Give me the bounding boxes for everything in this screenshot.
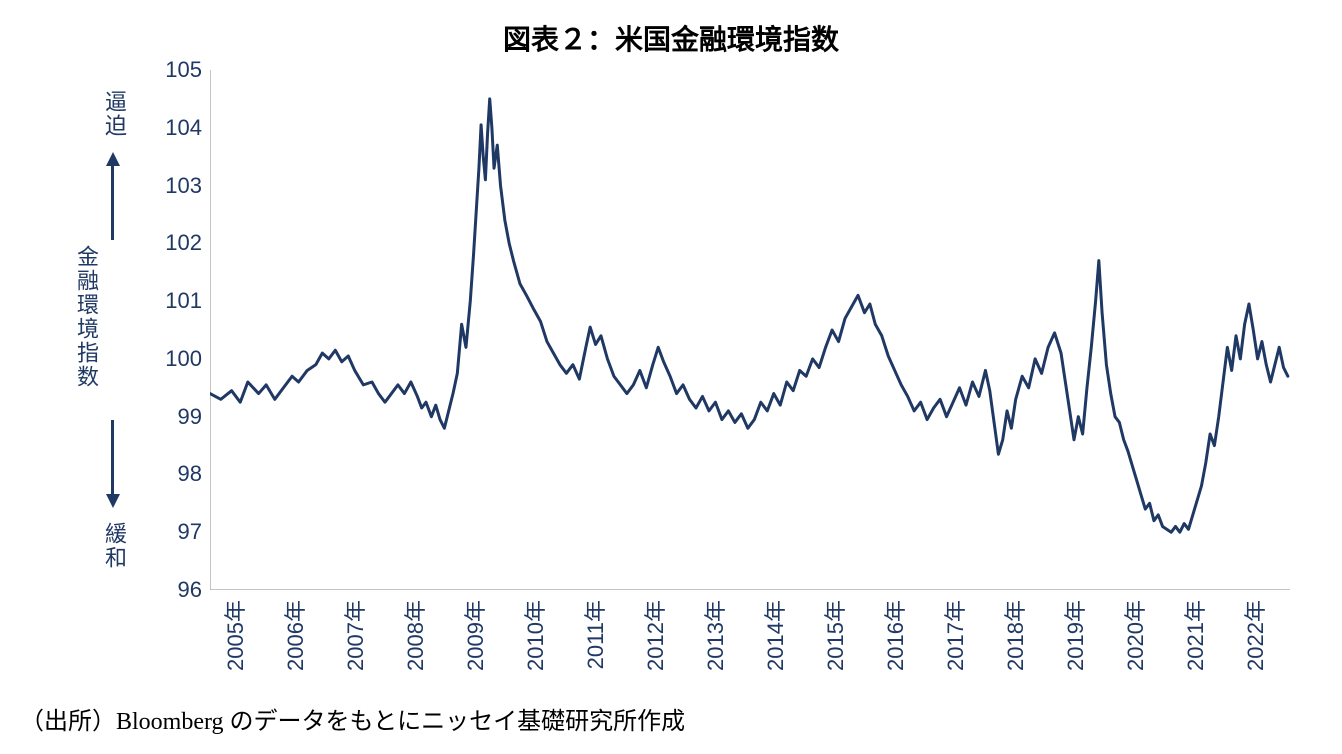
y-tick-label: 105 (142, 57, 202, 83)
y-tick-label: 102 (142, 230, 202, 256)
y-tick-label: 99 (142, 404, 202, 430)
x-tick-label: 2008年 (398, 600, 430, 671)
x-tick-label: 2012年 (638, 600, 670, 671)
arrow-up-icon (106, 152, 120, 166)
data-line (210, 99, 1288, 532)
y-tick-label: 103 (142, 173, 202, 199)
y-tick-label: 100 (142, 346, 202, 372)
y-axis-label-tight: 逼迫 (98, 90, 130, 138)
y-tick-label: 101 (142, 288, 202, 314)
arrow-down-line (111, 420, 114, 495)
x-tick-label: 2011年 (578, 600, 610, 669)
y-tick-label: 104 (142, 115, 202, 141)
chart-container: 図表２：米国金融環境指数 逼迫 金融環境指数 緩和 96 97 98 99 100 101… (0, 0, 1342, 754)
arrow-down-icon (106, 494, 120, 508)
x-tick-label: 2014年 (758, 600, 790, 671)
y-axis-label-ease: 緩和 (98, 522, 130, 570)
x-tick-label: 2006年 (278, 600, 310, 671)
x-tick-label: 2022年 (1238, 600, 1270, 671)
x-tick-label: 2019年 (1058, 600, 1090, 671)
source-text: （出所）Bloomberg のデータをもとにニッセイ基礎研究所作成 (20, 701, 685, 736)
x-tick-label: 2018年 (998, 600, 1030, 671)
arrow-up-line (111, 165, 114, 240)
x-tick-label: 2007年 (338, 600, 370, 671)
y-tick-label: 98 (142, 461, 202, 487)
y-tick-label: 96 (142, 577, 202, 603)
x-tick-label: 2005年 (218, 600, 250, 671)
y-tick-label: 97 (142, 519, 202, 545)
plot-area (210, 70, 1290, 590)
x-tick-label: 2015年 (818, 600, 850, 671)
x-tick-label: 2021年 (1178, 600, 1210, 671)
y-axis-label-group: 逼迫 金融環境指数 緩和 (30, 70, 140, 590)
x-tick-label: 2010年 (518, 600, 550, 671)
x-tick-label: 2009年 (458, 600, 490, 671)
x-tick-label: 2017年 (938, 600, 970, 671)
x-tick-label: 2016年 (878, 600, 910, 671)
chart-title: 図表２：米国金融環境指数 (0, 18, 1342, 58)
x-tick-label: 2013年 (698, 600, 730, 671)
y-axis-label-main: 金融環境指数 (70, 245, 102, 389)
x-tick-label: 2020年 (1118, 600, 1150, 671)
